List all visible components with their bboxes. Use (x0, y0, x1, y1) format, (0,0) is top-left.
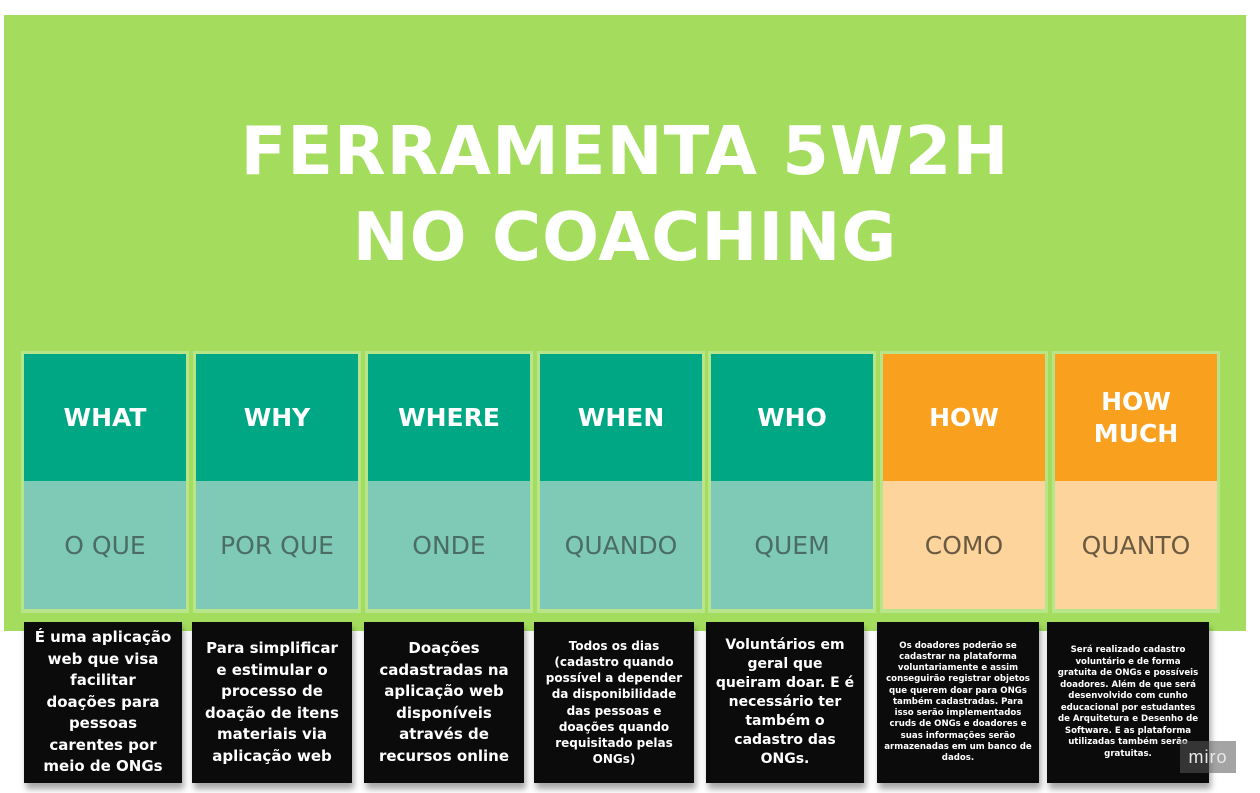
sticky-note-who[interactable]: Voluntários em geral que queiram doar. E… (706, 622, 864, 783)
sticky-note-text: Todos os dias (cadastro quando possível … (545, 638, 683, 767)
sticky-note-text: Os doadores poderão se cadastrar na plat… (884, 640, 1032, 763)
column-heading: WHY (196, 354, 358, 481)
sticky-note-what[interactable]: É uma aplicação web que visa facilitar d… (24, 622, 182, 783)
column-heading: WHO (711, 354, 873, 481)
column-who[interactable]: WHO QUEM (708, 351, 876, 613)
sticky-note-why[interactable]: Para simplificar e estimular o processo … (192, 622, 352, 783)
column-when[interactable]: WHEN QUANDO (537, 351, 705, 613)
title-line-1: FERRAMENTA 5W2H (240, 112, 1010, 190)
column-heading: HOW (883, 354, 1045, 481)
column-why[interactable]: WHY POR QUE (193, 351, 361, 613)
sticky-note-text: Para simplificar e estimular o processo … (205, 639, 339, 765)
column-heading: WHEN (540, 354, 702, 481)
column-subtitle: QUANTO (1055, 481, 1217, 609)
column-heading: WHAT (24, 354, 186, 481)
sticky-note-how[interactable]: Os doadores poderão se cadastrar na plat… (877, 622, 1039, 783)
column-where[interactable]: WHERE ONDE (365, 351, 533, 613)
sticky-note-where[interactable]: Doações cadastradas na aplicação web dis… (364, 622, 524, 783)
title-line-2: NO COACHING (352, 198, 898, 276)
sticky-note-text: Voluntários em geral que queiram doar. E… (715, 637, 855, 767)
sticky-note-text: É uma aplicação web que visa facilitar d… (34, 628, 172, 776)
column-subtitle: O QUE (24, 481, 186, 609)
column-subtitle: ONDE (368, 481, 530, 609)
column-how-much[interactable]: HOW MUCH QUANTO (1052, 351, 1220, 613)
column-subtitle: QUEM (711, 481, 873, 609)
column-what[interactable]: WHAT O QUE (21, 351, 189, 613)
column-how[interactable]: HOW COMO (880, 351, 1048, 613)
sticky-note-text: Será realizado cadastro voluntário e de … (1057, 645, 1199, 759)
column-subtitle: QUANDO (540, 481, 702, 609)
column-heading: WHERE (368, 354, 530, 481)
sticky-note-when[interactable]: Todos os dias (cadastro quando possível … (534, 622, 694, 783)
column-subtitle: COMO (883, 481, 1045, 609)
miro-logo: miro (1180, 741, 1236, 773)
sticky-note-text: Doações cadastradas na aplicação web dis… (378, 639, 510, 765)
board-title: FERRAMENTA 5W2H NO COACHING (4, 108, 1246, 280)
column-heading: HOW MUCH (1055, 354, 1217, 481)
column-subtitle: POR QUE (196, 481, 358, 609)
